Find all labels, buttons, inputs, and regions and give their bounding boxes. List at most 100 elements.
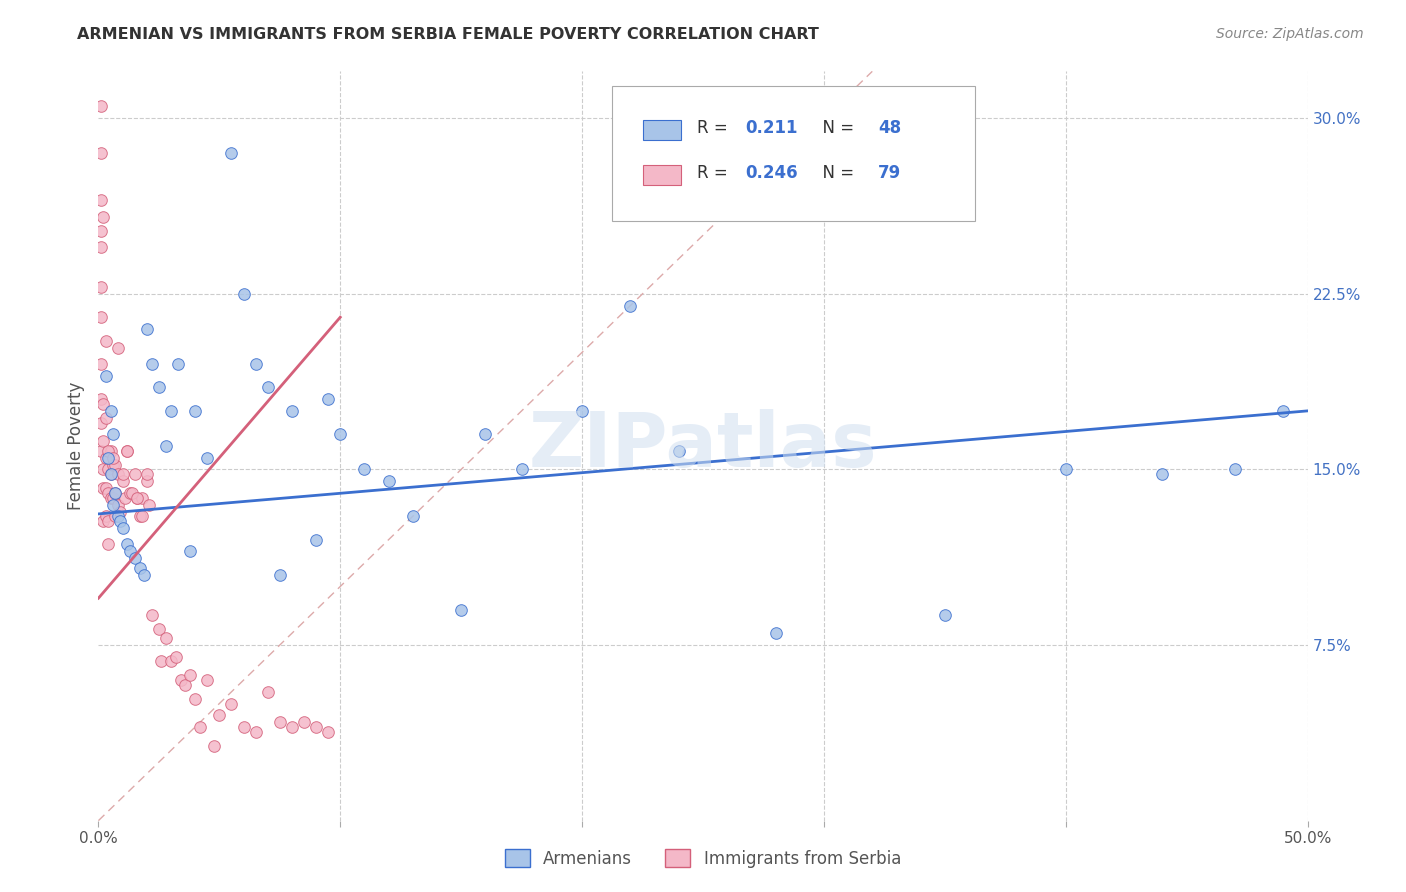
Point [150, 655, 173, 669]
Point [97, 462, 120, 476]
Point [117, 537, 139, 551]
Point [188, 720, 211, 734]
Point [97, 450, 120, 465]
Point [165, 649, 187, 664]
Point [90, 310, 112, 325]
Point [281, 720, 304, 734]
Point [111, 521, 134, 535]
Point [221, 697, 243, 711]
Point [179, 544, 201, 558]
Point [114, 491, 136, 505]
Point [104, 485, 127, 500]
Point [256, 685, 278, 699]
Point [353, 462, 375, 476]
Point [90, 99, 112, 113]
Point [90, 443, 112, 458]
Point [281, 404, 304, 418]
Point [101, 427, 124, 442]
Bar [643, 120, 682, 139]
Point [221, 146, 243, 161]
Point [474, 427, 496, 442]
Point [256, 380, 278, 394]
Point [100, 467, 122, 482]
Point [91, 462, 114, 476]
Point [104, 485, 127, 500]
Point [100, 491, 122, 505]
Point [118, 544, 141, 558]
Point [100, 404, 122, 418]
Point [91, 210, 114, 224]
Point [155, 631, 177, 645]
Point [97, 514, 120, 528]
Point [167, 357, 190, 371]
Point [94, 368, 117, 383]
Point [121, 485, 143, 500]
Point [90, 193, 112, 207]
Text: N =: N = [811, 119, 859, 136]
Text: 48: 48 [879, 119, 901, 136]
Point [1272, 404, 1295, 418]
Point [128, 561, 150, 575]
Point [138, 498, 160, 512]
Point [124, 551, 146, 566]
Bar [643, 165, 682, 185]
Point [91, 481, 114, 495]
Point [90, 357, 112, 371]
Point [90, 392, 112, 407]
Legend: Armenians, Immigrants from Serbia: Armenians, Immigrants from Serbia [496, 841, 910, 876]
Point [269, 715, 291, 730]
Point [619, 298, 641, 313]
Point [135, 474, 157, 488]
Point [127, 491, 149, 505]
Point [179, 668, 201, 682]
Point [101, 450, 124, 465]
Point [94, 334, 117, 348]
Point [94, 509, 117, 524]
Point [107, 498, 129, 512]
Point [208, 708, 231, 723]
Point [104, 509, 127, 524]
Point [91, 514, 114, 528]
Text: N =: N = [811, 163, 859, 181]
Text: 0.211: 0.211 [745, 119, 797, 136]
Point [571, 404, 593, 418]
Point [1223, 462, 1246, 476]
Point [90, 240, 112, 254]
Point [117, 443, 139, 458]
Point [232, 720, 254, 734]
Point [90, 223, 112, 237]
Point [104, 458, 127, 472]
Point [97, 485, 120, 500]
Point [94, 481, 117, 495]
Point [107, 467, 129, 482]
Point [184, 404, 207, 418]
Point [127, 491, 149, 505]
Point [232, 286, 254, 301]
Point [402, 509, 425, 524]
Point [765, 626, 787, 640]
Point [195, 450, 218, 465]
Point [135, 467, 157, 482]
FancyBboxPatch shape [613, 87, 976, 221]
Point [101, 498, 124, 512]
Point [329, 427, 352, 442]
Point [510, 462, 533, 476]
Point [124, 467, 146, 482]
Point [131, 491, 153, 505]
Point [245, 357, 267, 371]
Point [101, 458, 124, 472]
Point [141, 357, 163, 371]
Point [148, 380, 170, 394]
Point [135, 322, 157, 336]
Text: ARMENIAN VS IMMIGRANTS FROM SERBIA FEMALE POVERTY CORRELATION CHART: ARMENIAN VS IMMIGRANTS FROM SERBIA FEMAL… [77, 27, 820, 42]
Point [128, 509, 150, 524]
Point [91, 397, 114, 411]
Point [90, 146, 112, 161]
Text: 0.246: 0.246 [745, 163, 799, 181]
Text: ZIPatlas: ZIPatlas [529, 409, 877, 483]
Point [97, 443, 120, 458]
Point [97, 537, 120, 551]
Point [305, 720, 328, 734]
Point [108, 514, 131, 528]
Point [107, 509, 129, 524]
